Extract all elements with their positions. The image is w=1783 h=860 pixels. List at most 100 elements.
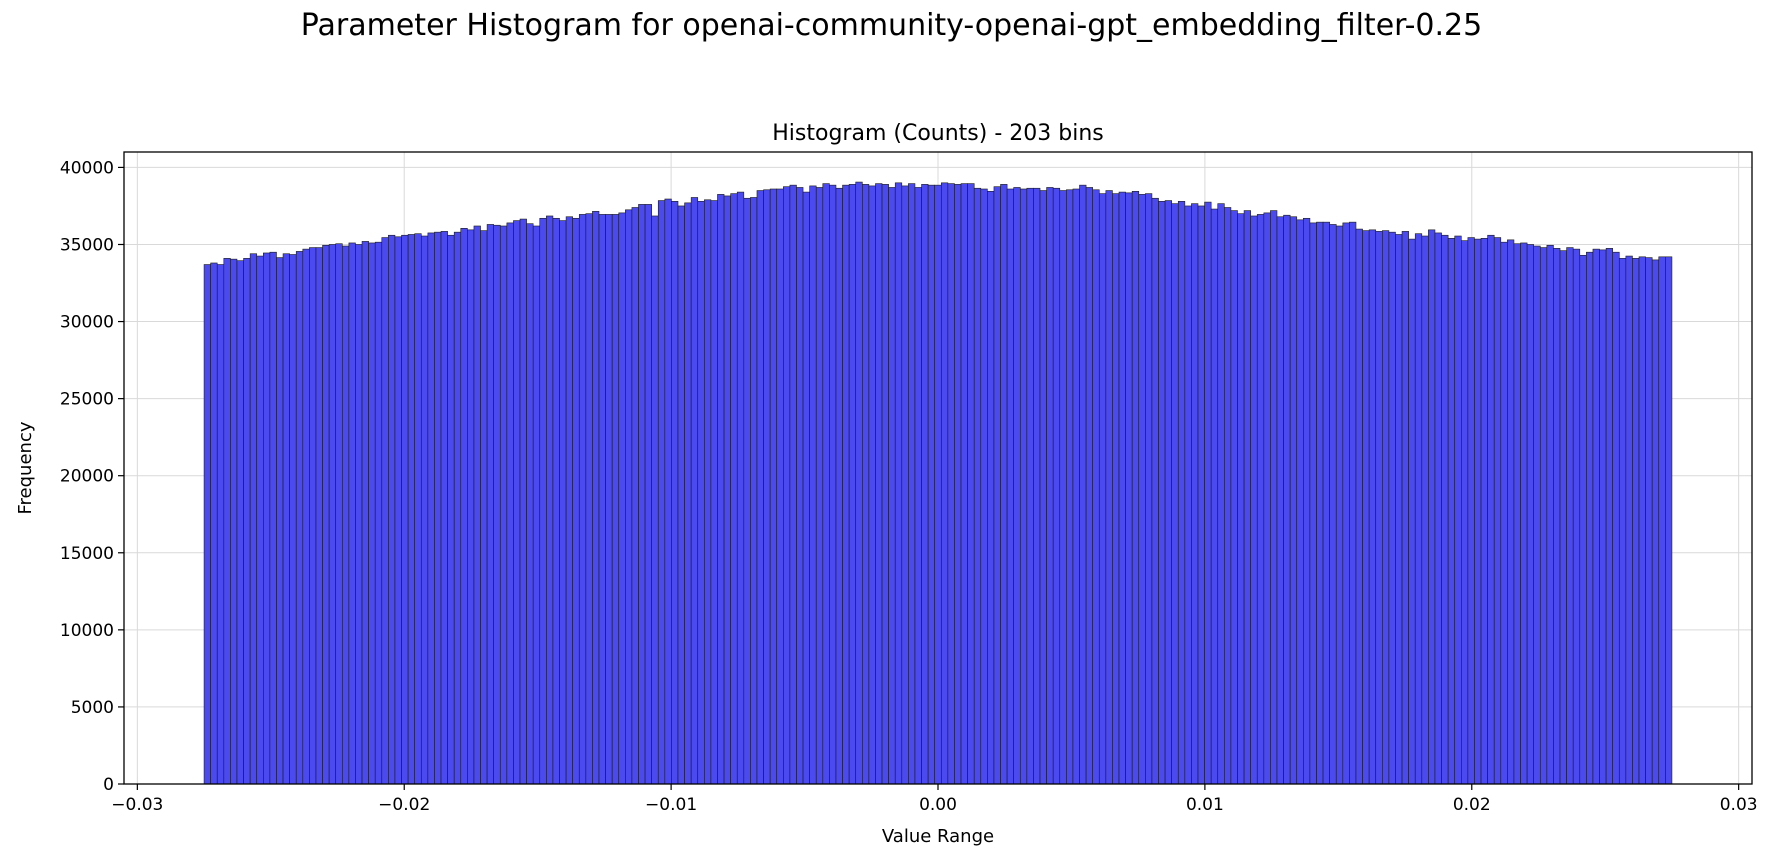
histogram-bar [671, 201, 679, 785]
histogram-bar [1171, 203, 1179, 785]
histogram-bar [625, 209, 633, 785]
histogram-bar [1572, 248, 1581, 785]
histogram-bar [1197, 205, 1205, 785]
histogram-bar [282, 253, 290, 785]
histogram-bar [309, 247, 317, 785]
histogram-bar [1217, 203, 1225, 785]
histogram-bar [532, 225, 541, 785]
histogram-bars [203, 181, 1673, 785]
x-tick-label: 0.01 [1186, 795, 1224, 815]
histogram-bar [1395, 234, 1403, 785]
histogram-bar [855, 181, 863, 785]
histogram-bar [1118, 191, 1126, 785]
histogram-bar [1019, 188, 1028, 785]
histogram-bar [1046, 187, 1054, 785]
histogram-bar [1355, 228, 1363, 785]
y-tick-label: 30000 [60, 313, 114, 333]
histogram-bar [908, 183, 916, 785]
histogram-bar [1533, 245, 1541, 785]
histogram-bar [947, 183, 955, 785]
histogram-bar [427, 232, 435, 785]
histogram-bar [657, 200, 666, 785]
histogram-bar [769, 188, 778, 785]
x-tick-label: −0.01 [645, 795, 697, 815]
histogram-bar [704, 199, 712, 785]
histogram-bar [276, 257, 284, 785]
histogram-bar [388, 234, 396, 785]
y-tick-label: 15000 [60, 544, 114, 564]
x-tick-label: 0.02 [1453, 795, 1491, 815]
histogram-bar [796, 187, 804, 785]
histogram-bar [486, 224, 494, 785]
histogram-bar [1520, 242, 1528, 785]
histogram-bar [1164, 200, 1172, 785]
histogram-bar [960, 183, 968, 785]
y-tick-label: 35000 [60, 235, 114, 255]
histogram-bar [302, 248, 310, 785]
histogram-bar [374, 241, 383, 785]
histogram-bar [499, 225, 508, 785]
histogram-bar [1098, 193, 1107, 785]
histogram-bar [1105, 190, 1113, 785]
histogram-bar [1454, 235, 1462, 785]
histogram-bar [940, 182, 949, 785]
histogram-bar [1368, 229, 1377, 785]
figure-title: Parameter Histogram for openai-community… [300, 8, 1483, 43]
histogram-bar [572, 217, 580, 785]
histogram-bar [295, 251, 304, 785]
y-axis-label: Frequency [15, 421, 36, 514]
histogram-bar [230, 258, 238, 785]
histogram-bar [322, 244, 330, 785]
histogram-bar [1625, 255, 1633, 785]
histogram-bar [809, 185, 817, 785]
histogram-bar [1335, 225, 1344, 785]
histogram-bar [249, 253, 258, 785]
histogram-bar [763, 189, 771, 785]
histogram-bar [269, 251, 277, 785]
histogram-bar [1428, 229, 1436, 785]
histogram-bar [644, 204, 652, 785]
histogram-bar [559, 220, 567, 785]
histogram-bar [1408, 238, 1416, 785]
histogram-bar [585, 213, 593, 785]
histogram-bar [1460, 240, 1469, 785]
histogram-bar [1599, 249, 1607, 785]
histogram-bar [493, 224, 501, 785]
histogram-bar [1474, 238, 1482, 785]
histogram-bar [519, 218, 527, 785]
histogram-bar [1256, 214, 1265, 785]
histogram-bar [1566, 247, 1574, 785]
histogram-bar [881, 184, 889, 785]
histogram-bar [710, 200, 718, 785]
histogram-bar [829, 184, 837, 785]
histogram-bar [565, 216, 573, 785]
histogram-bar [848, 184, 857, 785]
histogram-bar [631, 207, 639, 785]
histogram-bar [1191, 203, 1199, 785]
histogram-bar [1013, 187, 1021, 785]
histogram-bar [888, 187, 896, 785]
y-tick-label: 10000 [60, 621, 114, 641]
histogram-bar [256, 255, 264, 785]
histogram-bar [1579, 254, 1587, 785]
histogram-bar [1309, 222, 1317, 785]
histogram-bar [789, 184, 797, 785]
histogram-bar [1059, 190, 1067, 785]
x-tick-label: −0.02 [378, 795, 430, 815]
histogram-bar [236, 260, 244, 785]
histogram-bar [546, 215, 554, 785]
histogram-bar [203, 264, 211, 785]
histogram-bar [1006, 188, 1014, 785]
histogram-bar [842, 184, 850, 785]
histogram-bar [987, 191, 995, 785]
histogram-bar [638, 204, 646, 785]
histogram-bar [815, 187, 824, 785]
histogram-bar [717, 194, 725, 785]
histogram-bar [690, 197, 699, 785]
histogram-bar [506, 222, 514, 785]
histogram-bar [368, 242, 376, 785]
histogram-bar [1230, 210, 1238, 785]
x-tick-label: 0.00 [919, 795, 957, 815]
histogram-bar [1322, 221, 1330, 785]
